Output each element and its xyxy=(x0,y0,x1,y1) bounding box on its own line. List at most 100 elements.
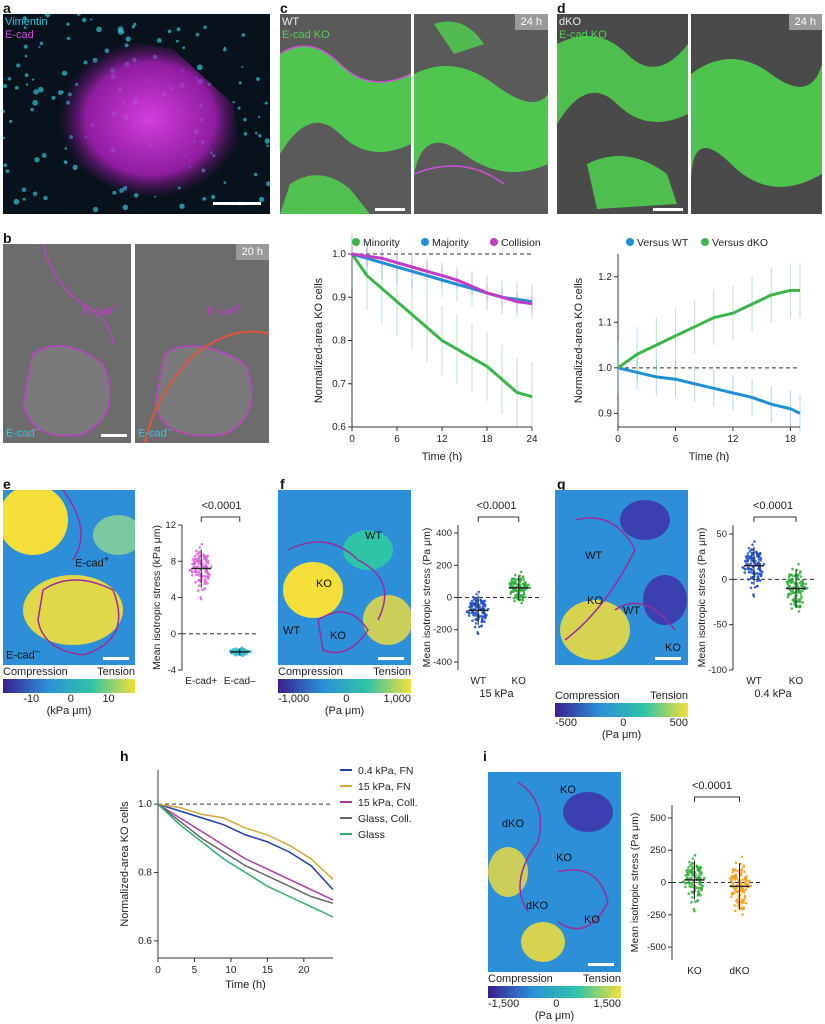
colorbar-i-tick: 1,500 xyxy=(593,998,621,1010)
data-point xyxy=(786,595,790,599)
colorbar-g-unit: (Pa μm) xyxy=(601,729,642,741)
data-point xyxy=(796,573,800,576)
vimentin-cell xyxy=(13,198,20,205)
colorbar-e-right: Tension xyxy=(97,666,135,678)
data-point xyxy=(516,597,519,600)
label-ecad-pos-b: E-cad+ xyxy=(83,302,118,318)
region-i-dko2: dKO xyxy=(526,900,549,912)
colorbar-i-unit: (Pa μm) xyxy=(534,1010,575,1022)
vimentin-cell xyxy=(258,115,261,118)
data-point xyxy=(192,565,196,568)
data-point xyxy=(762,562,766,566)
data-point xyxy=(510,580,513,584)
colorbar-i-gradient xyxy=(488,986,621,998)
series-line xyxy=(617,366,801,415)
panel-b-micrograph-right: 20 h E-cad+ E-cad– xyxy=(135,244,269,443)
data-point xyxy=(757,552,760,556)
p-value-i: <0.0001 xyxy=(692,780,732,792)
data-point xyxy=(206,559,210,563)
data-point xyxy=(739,871,743,875)
data-point xyxy=(731,871,734,874)
y-tick-label: 0.6 xyxy=(332,422,346,433)
data-point xyxy=(796,588,800,592)
y-axis-title: Mean isotropic stress (Pa μm) xyxy=(421,528,433,668)
data-point xyxy=(801,601,804,604)
data-point xyxy=(685,876,689,880)
data-point xyxy=(804,582,808,586)
data-point xyxy=(474,596,478,600)
data-point xyxy=(805,586,809,590)
y-tick-label: 0 xyxy=(171,629,176,640)
region-i-ko2: KO xyxy=(556,852,572,864)
colorbar-e-tick: 10 xyxy=(102,693,115,705)
data-point xyxy=(690,868,694,871)
data-point xyxy=(743,567,747,571)
data-point xyxy=(742,907,745,911)
x-axis-title: Time (h) xyxy=(689,451,730,462)
data-point xyxy=(740,868,743,871)
data-point xyxy=(733,876,737,879)
data-point xyxy=(742,878,745,881)
data-point xyxy=(476,632,480,635)
data-point xyxy=(528,586,532,589)
x-tick-label: 18 xyxy=(481,434,493,445)
data-point xyxy=(757,561,760,565)
data-point xyxy=(749,586,753,590)
data-point xyxy=(688,860,691,864)
data-point xyxy=(750,567,753,571)
x-tick-label: 20 xyxy=(298,965,310,976)
chart-h-area-ko: 0 5 10 15 20 0.6 0.8 1.0 Time (h) Normalized-area… xyxy=(119,765,418,990)
data-point xyxy=(798,605,802,609)
data-point xyxy=(473,625,477,629)
y-tick-label: -400 xyxy=(433,657,452,668)
vimentin-cell xyxy=(34,157,40,163)
data-point xyxy=(800,596,803,600)
data-point xyxy=(788,573,791,576)
vimentin-cell xyxy=(196,64,203,71)
y-tick-label: 0.6 xyxy=(138,936,152,947)
vimentin-cell xyxy=(258,134,262,138)
data-point xyxy=(481,606,484,610)
data-point xyxy=(199,597,203,601)
colorbar-f: Compression Tension -1,000 0 1,000 (Pa μ… xyxy=(278,666,411,717)
x-tick-label: 6 xyxy=(673,434,679,445)
stress-map-f: WT KO WT KO xyxy=(278,490,411,665)
data-point xyxy=(485,613,488,617)
y-tick-label: 0.8 xyxy=(138,868,152,879)
colorbar-f-tick: 1,000 xyxy=(383,693,411,705)
data-point xyxy=(478,605,482,608)
substrate-f: 15 kPa xyxy=(479,688,514,700)
y-axis-title: Mean isotropic stress (Pa μm) xyxy=(696,528,708,668)
legend-ecad: E-cad xyxy=(5,29,34,41)
vimentin-cell xyxy=(30,107,34,112)
data-point xyxy=(742,901,745,905)
vimentin-cell xyxy=(223,48,227,52)
vimentin-cell xyxy=(64,147,68,150)
label-ecad-neg-e: E-cad– xyxy=(6,646,40,662)
vimentin-cell xyxy=(38,45,41,48)
data-point xyxy=(237,648,240,651)
data-point xyxy=(690,862,694,865)
vimentin-cell xyxy=(7,77,12,81)
x-axis-title: Time (h) xyxy=(225,979,266,990)
y-tick-label: 50 xyxy=(716,529,727,540)
data-point xyxy=(756,584,759,588)
data-point xyxy=(791,574,794,577)
data-point xyxy=(701,884,705,888)
data-point xyxy=(748,879,751,883)
colorbar-g-left: Compression xyxy=(555,690,620,702)
x-tick-label: 6 xyxy=(394,434,400,445)
data-point xyxy=(734,861,738,864)
x-tick-label: 15 xyxy=(262,965,274,976)
legend-vimentin: Vimentin xyxy=(5,16,48,28)
data-point xyxy=(691,857,695,860)
data-point xyxy=(796,578,799,581)
data-point xyxy=(198,546,201,549)
legend-label: 15 kPa, Coll. xyxy=(358,797,418,809)
data-point xyxy=(521,575,525,578)
vimentin-cell xyxy=(22,197,26,201)
stress-map-g: WT KO WT KO KO xyxy=(555,490,688,665)
x-tick-label: 24 xyxy=(526,434,538,445)
y-tick-label: -4 xyxy=(168,665,176,676)
